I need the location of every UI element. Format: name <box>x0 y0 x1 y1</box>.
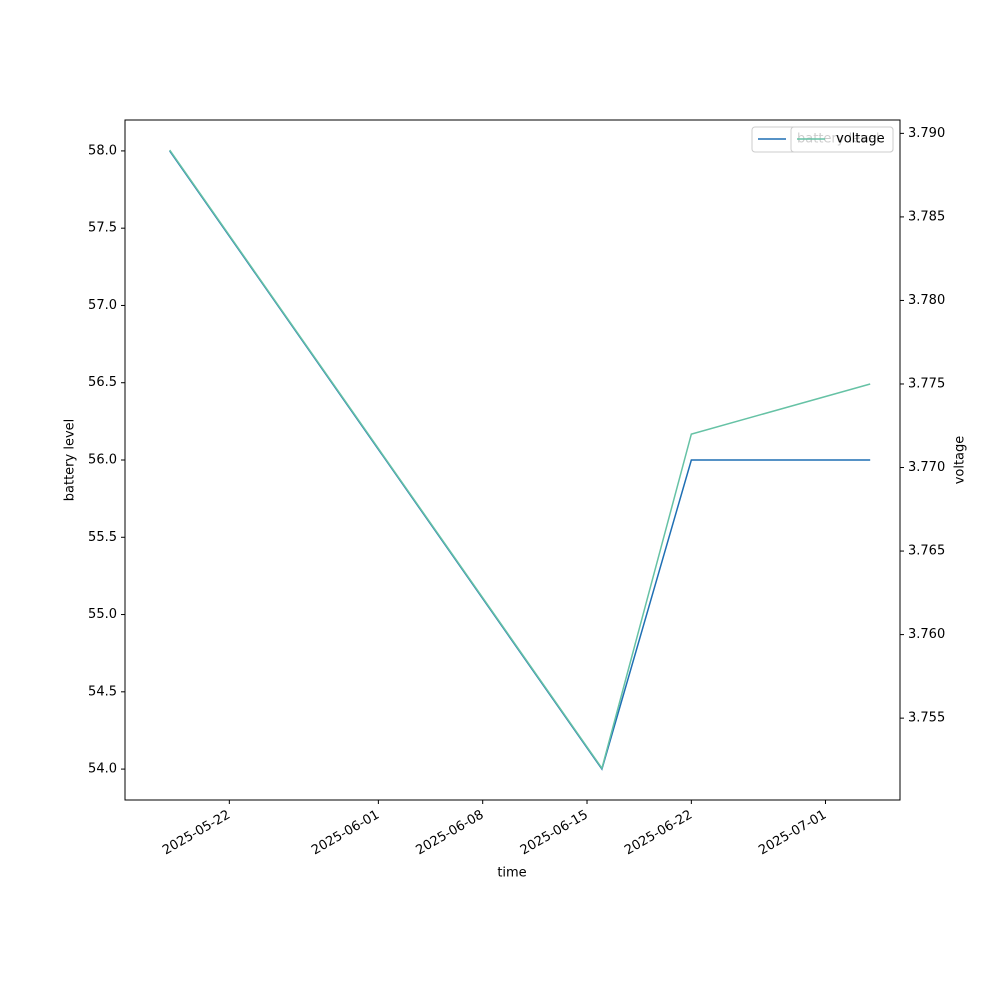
x-axis-label: time <box>497 866 526 881</box>
x-tick-label: 2025-06-01 <box>309 808 382 859</box>
legend-box <box>790 126 894 153</box>
x-tick-label: 2025-06-22 <box>622 808 695 859</box>
legend-label: voltage <box>836 132 885 147</box>
y-tick-label: 56.5 <box>88 375 117 390</box>
plot-frame <box>124 119 901 801</box>
y-tick-label: 54.5 <box>88 684 117 699</box>
y2-tick-label: 3.790 <box>908 126 945 141</box>
y-tick-label: 57.0 <box>88 298 117 313</box>
y2-tick-label: 3.765 <box>908 544 945 559</box>
y-axis-label: battery level <box>63 419 78 502</box>
y2-axis-label: voltage <box>953 436 968 485</box>
y-tick-label: 54.0 <box>88 762 117 777</box>
line <box>169 149 871 771</box>
line <box>169 150 871 771</box>
y-tick-label: 55.5 <box>88 530 117 545</box>
y-tick-label: 57.5 <box>88 221 117 236</box>
y2-tick-label: 3.755 <box>908 711 945 726</box>
y2-tick-label: 3.770 <box>908 460 945 475</box>
y-tick-label: 58.0 <box>88 143 117 158</box>
x-tick-label: 2025-05-22 <box>160 808 233 859</box>
x-tick-label: 2025-06-08 <box>414 808 487 859</box>
y2-tick-label: 3.785 <box>908 209 945 224</box>
y2-tick-label: 3.780 <box>908 293 945 308</box>
y-tick-label: 56.0 <box>88 453 117 468</box>
x-tick-label: 2025-06-15 <box>518 808 591 859</box>
x-tick-label: 2025-07-01 <box>756 808 829 859</box>
y2-tick-label: 3.760 <box>908 627 945 642</box>
y-tick-label: 55.0 <box>88 607 117 622</box>
y2-tick-label: 3.775 <box>908 376 945 391</box>
